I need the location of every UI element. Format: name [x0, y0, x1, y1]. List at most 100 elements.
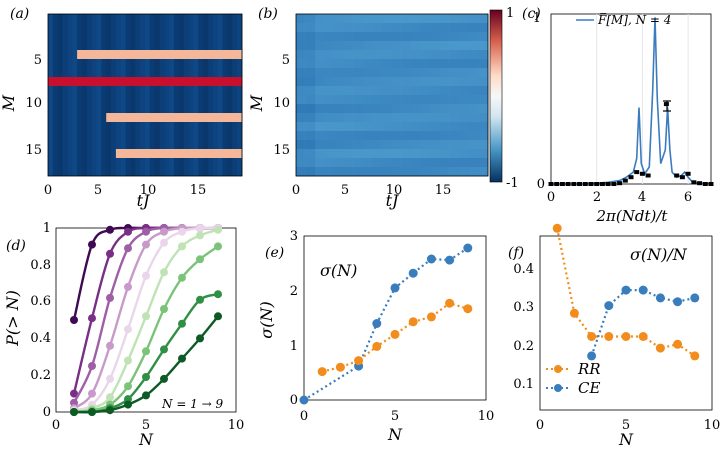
heatmap-b-cell — [392, 95, 402, 105]
point-d-9 — [124, 400, 132, 409]
heatmap-a-column — [67, 14, 73, 176]
heatmap-b-cell — [334, 14, 345, 24]
heatmap-a-column — [77, 14, 83, 176]
heatmap-b-cell — [334, 32, 345, 42]
heatmap-b-cell — [411, 95, 422, 105]
point-f-ce — [621, 285, 631, 295]
point-d-1 — [70, 316, 78, 324]
heatmap-b-cell — [430, 158, 441, 168]
heatmap-b-cell — [478, 41, 489, 51]
heatmap-a-column — [91, 14, 97, 176]
heatmap-b-cell — [440, 158, 450, 168]
heatmap-b-cell — [401, 131, 412, 141]
heatmap-b-cell — [334, 86, 345, 96]
heatmap-b-cell — [392, 77, 402, 87]
heatmap-b-cell — [334, 59, 345, 69]
point-d-2 — [70, 389, 78, 398]
heatmap-b-cell — [324, 167, 335, 177]
heatmap-b-cell — [382, 50, 393, 60]
heatmap-b-cell — [392, 86, 402, 96]
heatmap-b-cell — [372, 50, 383, 60]
heatmap-b-cell — [372, 95, 383, 105]
heatmap-b-cell — [353, 59, 364, 69]
marker-c — [697, 181, 703, 186]
heatmap-a-column — [149, 14, 155, 176]
ytick-d-08: 0.8 — [30, 258, 51, 273]
heatmap-b-cell — [296, 68, 306, 78]
heatmap-b-cell — [372, 32, 383, 42]
heatmap-b-cell — [449, 95, 460, 105]
point-d-4 — [88, 389, 96, 398]
heatmap-b-cell — [468, 41, 479, 51]
heatmap-b-cell — [315, 158, 326, 168]
heatmap-b-cell — [334, 131, 345, 141]
heatmap-b-cell — [382, 23, 393, 33]
heatmap-b-cell — [440, 32, 450, 42]
heatmap-b-cell — [344, 113, 354, 123]
xtick-e-0: 0 — [300, 409, 308, 424]
heatmap-b-cell — [449, 32, 460, 42]
heatmap-b-cell — [372, 167, 383, 177]
heatmap-b-cell — [411, 68, 422, 78]
heatmap-b-cell — [324, 131, 335, 141]
heatmap-b-cell — [372, 149, 383, 159]
heatmap-b-cell — [296, 14, 306, 24]
ylabel-d: P(> N) — [3, 290, 22, 347]
point-d-5 — [196, 224, 204, 232]
heatmap-b-cell — [315, 149, 326, 159]
heatmap-a-column — [140, 14, 146, 176]
heatmap-a-column — [198, 14, 204, 176]
heatmap-b-cell — [363, 68, 374, 78]
heatmap-b-cell — [363, 149, 374, 159]
point-d-3 — [124, 244, 132, 253]
heatmap-b-cell — [372, 113, 383, 123]
point-d-6 — [178, 242, 186, 251]
heatmap-b-cell — [334, 140, 345, 150]
heatmap-b-cell — [372, 104, 383, 114]
heatmap-b-cell — [459, 149, 470, 159]
heatmap-a-column — [183, 14, 189, 176]
heatmap-b-cell — [363, 95, 374, 105]
heatmap-b-cell — [334, 68, 345, 78]
xlabel-f: N — [618, 430, 634, 449]
heatmap-b-cell — [363, 14, 374, 24]
heatmap-b-cell — [440, 149, 450, 159]
point-e-rr — [335, 362, 345, 372]
heatmap-b-cell — [459, 14, 470, 24]
heatmap-b-cell — [315, 59, 326, 69]
point-d-9 — [178, 354, 186, 363]
marker-c — [582, 182, 588, 186]
heatmap-b-cell — [420, 77, 431, 87]
heatmap-b-cell — [449, 149, 460, 159]
heatmap-b-cell — [324, 14, 335, 24]
heatmap-b-cell — [449, 50, 460, 60]
xlabel-c: 2π(Ndt)/t — [596, 207, 669, 225]
heatmap-b-cell — [334, 149, 345, 159]
point-e-ce — [299, 395, 309, 405]
ytick-d-02: 0.2 — [30, 368, 51, 383]
point-d-3 — [142, 227, 150, 236]
point-f-ce — [587, 351, 597, 361]
heatmap-b-cell — [440, 14, 450, 24]
point-d-3 — [106, 293, 114, 302]
point-f-rr — [638, 332, 648, 341]
point-f-rr — [569, 308, 579, 318]
xlabel-e: N — [387, 425, 403, 444]
heatmap-b-cell — [459, 167, 470, 177]
point-d-9 — [196, 334, 204, 343]
xtick-f-5: 5 — [622, 418, 630, 433]
heatmap-b-cell — [449, 158, 460, 168]
point-e-ce — [445, 255, 455, 265]
heatmap-b-cell — [468, 122, 479, 132]
heatmap-b-cell — [315, 167, 326, 177]
heatmap-b-cell — [459, 140, 470, 150]
ytick-f-02: 0.2 — [513, 339, 534, 354]
heatmap-b-cell — [420, 32, 431, 42]
heatmap-b-cell — [411, 140, 422, 150]
heatmap-b-cell — [430, 95, 441, 105]
heatmap-b-cell — [392, 41, 402, 51]
xlabel-d: N — [138, 430, 154, 449]
heatmap-b-cell — [324, 140, 335, 150]
heatmap-b-cell — [401, 113, 412, 123]
heatmap-b-cell — [459, 86, 470, 96]
